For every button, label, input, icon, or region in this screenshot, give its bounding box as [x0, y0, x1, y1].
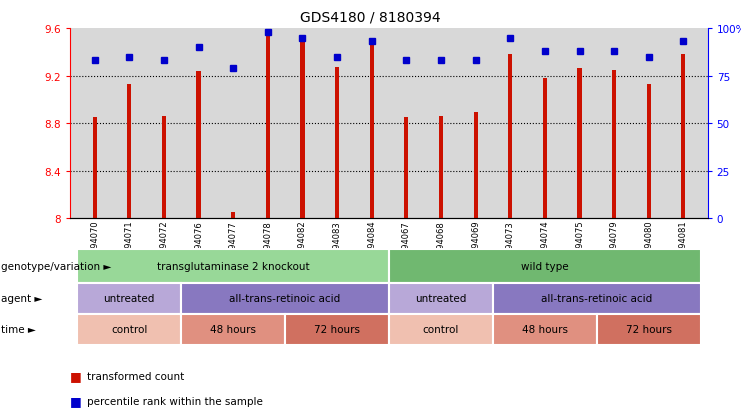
Text: percentile rank within the sample: percentile rank within the sample — [87, 396, 262, 406]
Bar — [285, 314, 389, 345]
Text: wild type: wild type — [521, 261, 568, 271]
Text: 48 hours: 48 hours — [522, 324, 568, 335]
Bar — [597, 314, 701, 345]
Bar — [196, 71, 201, 219]
Text: 48 hours: 48 hours — [210, 324, 256, 335]
Bar — [370, 43, 373, 219]
Bar — [77, 250, 389, 283]
Bar — [182, 283, 389, 314]
Bar — [300, 43, 305, 219]
Text: transformed count: transformed count — [87, 371, 184, 381]
Bar — [266, 33, 270, 219]
Bar — [389, 314, 493, 345]
Text: control: control — [423, 324, 459, 335]
Text: all-trans-retinoic acid: all-trans-retinoic acid — [230, 293, 341, 304]
Bar — [335, 68, 339, 219]
Bar — [93, 118, 97, 219]
Bar — [577, 69, 582, 219]
Bar — [508, 55, 512, 219]
Text: all-trans-retinoic acid: all-trans-retinoic acid — [541, 293, 653, 304]
Text: untreated: untreated — [104, 293, 155, 304]
Text: ■: ■ — [70, 369, 86, 382]
Bar — [493, 314, 597, 345]
Bar — [77, 283, 182, 314]
Text: time ►: time ► — [1, 324, 36, 335]
Bar — [439, 117, 443, 219]
Text: 72 hours: 72 hours — [626, 324, 672, 335]
Bar — [681, 55, 685, 219]
Text: control: control — [111, 324, 147, 335]
Bar — [493, 283, 701, 314]
Bar — [389, 250, 701, 283]
Text: transglutaminase 2 knockout: transglutaminase 2 knockout — [157, 261, 310, 271]
Bar — [231, 213, 235, 219]
Bar — [647, 85, 651, 219]
Bar — [77, 314, 182, 345]
Text: untreated: untreated — [415, 293, 467, 304]
Bar — [473, 113, 478, 219]
Bar — [389, 283, 493, 314]
Bar — [162, 117, 166, 219]
Text: genotype/variation ►: genotype/variation ► — [1, 261, 111, 271]
Text: GDS4180 / 8180394: GDS4180 / 8180394 — [300, 10, 441, 24]
Text: ■: ■ — [70, 394, 86, 407]
Text: 72 hours: 72 hours — [314, 324, 360, 335]
Bar — [182, 314, 285, 345]
Bar — [405, 118, 408, 219]
Bar — [127, 85, 131, 219]
Text: agent ►: agent ► — [1, 293, 42, 304]
Bar — [543, 79, 547, 219]
Bar — [612, 71, 617, 219]
